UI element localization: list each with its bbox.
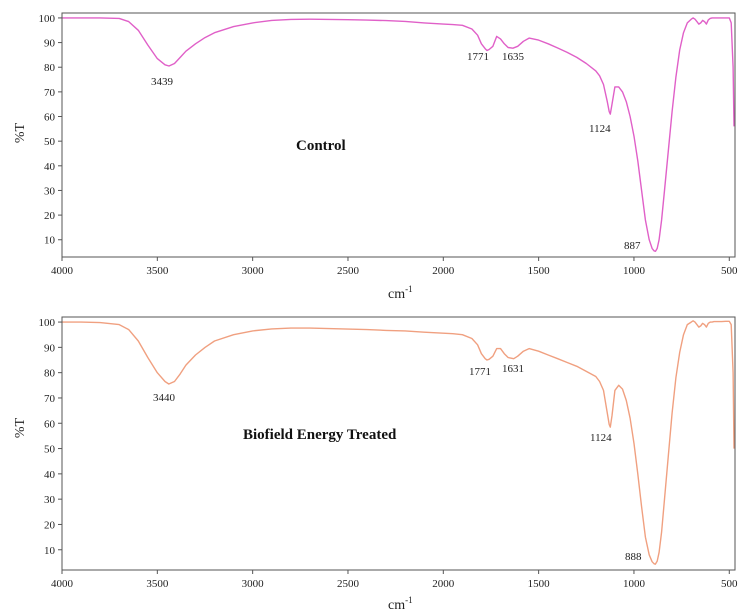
treated-x-tick-label: 3500 [146, 578, 169, 590]
treated-y-tick-label: 30 [44, 494, 56, 506]
treated-x-axis-unit: cm [388, 598, 405, 613]
control-y-tick-label: 70 [44, 87, 56, 99]
treated-y-tick-label: 70 [44, 393, 56, 405]
treated-y-tick-label: 80 [44, 368, 56, 380]
control-x-tick-label: 3500 [146, 265, 169, 277]
control-y-tick-label: 100 [39, 13, 56, 25]
treated-peak-label-888: 888 [625, 551, 642, 563]
treated-y-tick-label: 100 [39, 317, 56, 329]
control-x-tick-label: 4000 [51, 265, 74, 277]
treated-y-axis-title: %T [13, 417, 28, 438]
control-x-axis-unit: cm [388, 287, 405, 302]
treated-x-tick-label: 3000 [242, 578, 265, 590]
control-x-tick-label: 3000 [242, 265, 265, 277]
control-y-tick-label: 20 [44, 210, 56, 222]
control-x-axis-unit-exponent: -1 [405, 284, 413, 294]
treated-plot-frame [61, 316, 736, 571]
treated-x-tick-label: 4000 [51, 578, 74, 590]
control-y-axis-title: %T [13, 122, 28, 143]
control-x-tick-label: 1000 [623, 265, 646, 277]
control-x-tick-label: 1500 [528, 265, 551, 277]
control-peak-label-3439: 3439 [151, 76, 174, 88]
treated-x-tick-label: 500 [721, 578, 738, 590]
treated-peak-label-1124: 1124 [590, 432, 612, 444]
control-y-tick-label: 30 [44, 185, 56, 197]
control-x-tick-label: 500 [721, 265, 738, 277]
control-panel-title: Control [296, 138, 346, 154]
control-y-tick-label: 80 [44, 62, 56, 74]
treated-peak-label-1771: 1771 [469, 366, 491, 378]
control-x-tick-label: 2500 [337, 265, 360, 277]
control-spectrum-panel: 10 20 30 40 50 60 70 80 90 100 4000 3500 3000 2500 20… [13, 12, 738, 302]
treated-y-tick-label: 50 [44, 444, 56, 456]
treated-x-axis-title: cm-1 [388, 595, 413, 613]
control-peak-label-887: 887 [624, 240, 641, 252]
treated-y-tick-label: 10 [44, 545, 56, 557]
control-peak-label-1124: 1124 [589, 123, 611, 135]
treated-spectrum-line [62, 320, 735, 565]
treated-peak-label-3440: 3440 [153, 392, 176, 404]
control-y-tick-label: 90 [44, 38, 56, 50]
control-y-tick-label: 60 [44, 112, 56, 124]
control-spectrum-line [62, 17, 735, 253]
treated-x-tick-label: 2000 [432, 578, 455, 590]
treated-x-tick-label: 1000 [623, 578, 646, 590]
treated-y-tick-label: 20 [44, 519, 56, 531]
control-peak-label-1635: 1635 [502, 51, 525, 63]
treated-y-tick-label: 40 [44, 469, 56, 481]
treated-x-tick-label: 2500 [337, 578, 360, 590]
treated-peak-label-1631: 1631 [502, 363, 524, 375]
control-peak-label-1771: 1771 [467, 51, 489, 63]
treated-x-axis-unit-exponent: -1 [405, 595, 413, 605]
control-y-tick-label: 10 [44, 235, 56, 247]
treated-y-tick-label: 60 [44, 418, 56, 430]
control-y-tick-label: 40 [44, 161, 56, 173]
control-x-axis-title: cm-1 [388, 284, 413, 302]
treated-x-tick-label: 1500 [528, 578, 551, 590]
treated-y-tick-label: 90 [44, 342, 56, 354]
control-y-tick-label: 50 [44, 136, 56, 148]
control-plot-frame [61, 12, 736, 258]
control-x-tick-label: 2000 [432, 265, 455, 277]
treated-panel-title: Biofield Energy Treated [243, 427, 397, 443]
treated-spectrum-panel: 10 20 30 40 50 60 70 80 90 100 4000 3500 3000 2500 20… [13, 316, 738, 613]
